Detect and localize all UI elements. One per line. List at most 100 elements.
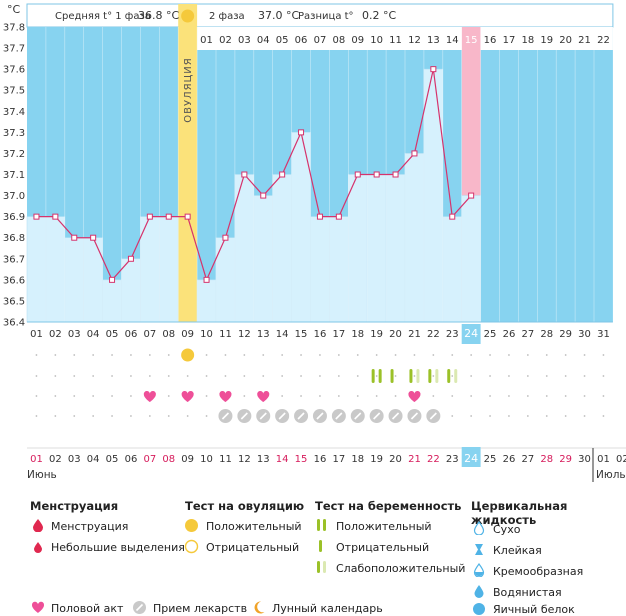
temperature-bar — [385, 174, 406, 323]
row-dot — [319, 354, 321, 356]
row-dot — [92, 395, 95, 397]
row-dot — [148, 354, 151, 356]
current-date-cell — [461, 447, 481, 467]
calendar-date: 20 — [389, 454, 402, 465]
temperature-point — [52, 213, 59, 220]
row-dot — [545, 375, 548, 377]
legend-cervical-title: Цервикальная жидкость — [471, 499, 568, 527]
test-negative-icon — [319, 540, 322, 552]
y-tick-label: 37.7 — [3, 44, 25, 55]
row-dot — [583, 354, 586, 356]
phase2-day-label: 16 — [484, 35, 497, 46]
row-dot — [54, 415, 57, 417]
temperature-bar — [442, 216, 462, 323]
temperature-point — [354, 171, 361, 178]
cycle-day-label: 17 — [332, 329, 345, 340]
y-tick-label: 37.3 — [3, 128, 25, 139]
cycle-day-label: 14 — [276, 329, 289, 340]
cycle-day-label: 24 — [464, 327, 478, 340]
row-dot — [375, 395, 378, 397]
row-dot — [243, 395, 246, 397]
pill-marker-stroke — [373, 412, 381, 420]
pregnancy-test-marker — [409, 369, 413, 383]
row-dot — [470, 354, 473, 356]
cycle-day-label: 10 — [200, 329, 213, 340]
legend-menstruation-title: Менструация — [30, 499, 119, 513]
temperature-point — [146, 213, 153, 220]
row-dot — [262, 375, 265, 377]
watery-drop-icon — [474, 585, 484, 598]
row-dot — [35, 395, 38, 397]
y-tick-label: 36.9 — [3, 212, 25, 223]
row-dot — [281, 375, 284, 377]
temperature-bar — [159, 216, 179, 323]
row-dot — [337, 375, 340, 377]
row-dot — [583, 415, 586, 417]
row-dot — [413, 375, 416, 377]
row-dot — [92, 354, 95, 356]
temperature-bar — [272, 174, 292, 323]
temperature-point — [392, 171, 399, 178]
y-tick-label: 37.5 — [3, 86, 25, 97]
temperature-point — [90, 234, 97, 241]
temperature-bar — [215, 237, 236, 323]
cycle-day-label: 20 — [389, 329, 402, 340]
row-dot — [508, 395, 510, 397]
row-dot — [451, 354, 454, 356]
temperature-bar — [366, 174, 387, 323]
y-tick-label: 36.6 — [3, 275, 25, 286]
pill-icon — [133, 601, 146, 614]
calendar-date: 12 — [238, 454, 251, 465]
legend-ovulation-negative-label: Отрицательный — [206, 541, 300, 554]
calendar-date: 19 — [370, 454, 383, 465]
row-dot — [205, 354, 208, 356]
row-dot — [186, 375, 189, 377]
calendar-date: 03 — [68, 454, 81, 465]
cycle-day-label: 16 — [314, 329, 327, 340]
heart-marker — [143, 390, 156, 402]
legend-pregnancy-title: Тест на беременность — [315, 499, 462, 513]
cycle-day-label: 23 — [446, 329, 459, 340]
row-dot — [167, 395, 170, 397]
phase2-day-label: 20 — [559, 35, 572, 46]
phase2-day-label: 22 — [597, 35, 610, 46]
phase2-day-label: 08 — [332, 35, 345, 46]
temperature-bar — [26, 216, 47, 323]
legend-pregnancy-negative-label: Отрицательный — [336, 541, 430, 554]
test-faint-icon — [317, 561, 326, 573]
calendar-date: 21 — [408, 454, 421, 465]
pill-marker-stroke — [354, 412, 362, 420]
row-dot — [526, 375, 529, 377]
calendar-date: 15 — [295, 454, 308, 465]
row-dot — [602, 415, 605, 417]
diff-value: 0.2 °C — [362, 9, 396, 22]
legend-egg-white-label: Яичный белок — [493, 603, 575, 616]
calendar-date: 11 — [219, 454, 232, 465]
row-dot — [186, 415, 189, 417]
phase2-day-label: 03 — [238, 35, 251, 46]
row-dot — [451, 415, 454, 417]
phase2-value: 37.0 °C — [258, 9, 299, 22]
y-axis-unit: °C — [7, 3, 21, 16]
temperature-point — [335, 213, 342, 220]
row-dot — [583, 395, 586, 397]
y-tick-label: 37.1 — [3, 170, 25, 181]
row-dot — [564, 375, 567, 377]
cycle-day-label: 12 — [238, 329, 251, 340]
calendar-date: 17 — [332, 454, 345, 465]
temperature-point — [165, 213, 172, 220]
cycle-day-label: 04 — [87, 329, 100, 340]
cycle-day-label: 25 — [484, 329, 497, 340]
pill-marker-stroke — [410, 412, 419, 420]
row-dot — [205, 415, 208, 417]
row-dot — [545, 354, 548, 356]
heart-marker — [408, 390, 421, 402]
pregnancy-test-marker — [371, 369, 375, 383]
row-dot — [356, 354, 359, 356]
row-dot — [300, 375, 302, 377]
pill-marker-stroke — [240, 412, 248, 420]
ovulation-column — [178, 27, 198, 322]
row-dot — [375, 375, 378, 377]
ovulation-label: ОВУЛЯЦИЯ — [183, 57, 194, 123]
